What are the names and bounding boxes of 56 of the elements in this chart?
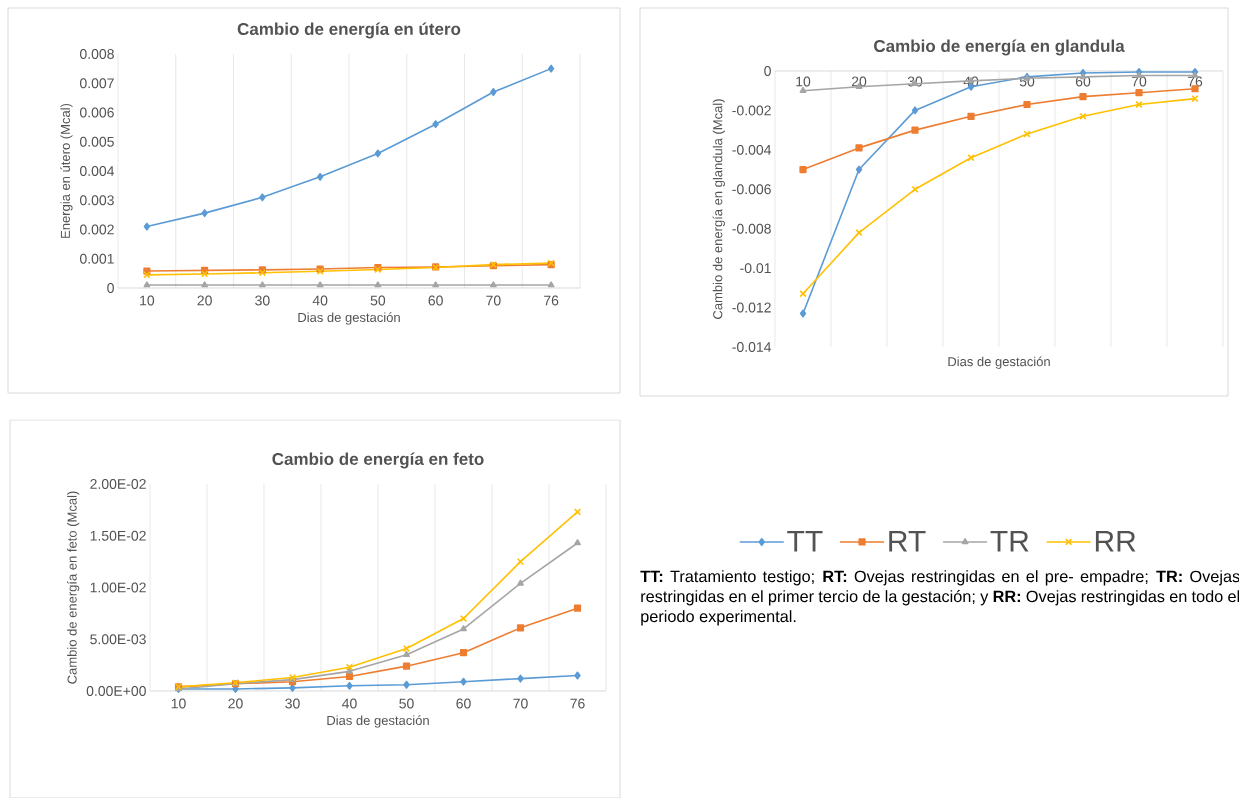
y-tick-label: -0.006: [732, 184, 771, 195]
chart-title: Cambio de energía en feto: [272, 452, 484, 469]
y-axis-title: Cambio de energía en glandula (Mcal): [712, 99, 725, 319]
x-tick-label: 70: [513, 698, 528, 709]
x-tick-label: 10: [171, 698, 186, 709]
x-axis-title: Dias de gestación: [298, 312, 400, 325]
y-tick-label: 0.003: [79, 195, 114, 206]
x-tick-label: 60: [456, 698, 471, 709]
x-tick-label: 76: [1187, 76, 1203, 87]
y-tick-label: 0.005: [79, 136, 114, 147]
y-tick-label: 0.001: [79, 253, 114, 264]
x-tick-label: 40: [312, 295, 328, 306]
y-tick-label: -0.01: [740, 263, 771, 274]
y-tick-label: 0.002: [79, 224, 114, 235]
legend-label: TR: [990, 530, 1029, 552]
text: TT: Tratamiento testigo; RT: Ovejas restringidas en el pre- empadre; TR: Ovejas restringidas en el primer tercio de la gestación; y RR: Ovejas restringidas en todo el periodo experimental.: [640, 570, 1239, 626]
x-tick-label: 50: [370, 295, 386, 306]
y-tick-label: 2.00E-02: [90, 479, 146, 489]
x-tick-label: 50: [399, 698, 414, 709]
y-axis-title: Energia en útero (Mcal): [60, 103, 73, 238]
x-tick-label: 20: [197, 295, 212, 306]
y-tick-label: -0.004: [732, 144, 772, 155]
x-tick-label: 60: [428, 295, 443, 306]
y-tick-label: 0.004: [79, 166, 115, 176]
x-tick-label: 70: [486, 295, 501, 306]
x-axis-title: Dias de gestación: [948, 356, 1050, 369]
x-tick-label: 20: [228, 698, 243, 709]
y-tick-label: -0.014: [732, 342, 772, 352]
x-tick-label: 76: [544, 295, 559, 306]
y-tick-label: 0.007: [79, 78, 114, 89]
y-tick-label: -0.012: [732, 302, 771, 313]
y-tick-label: 0.008: [79, 49, 114, 59]
x-tick-label: 70: [1131, 76, 1147, 87]
y-tick-label: -0.002: [732, 105, 771, 116]
chart-title: Cambio de energía en glandula: [874, 39, 1125, 56]
y-tick-label: 0: [764, 66, 771, 76]
chart-title: Cambio de energía en útero: [237, 22, 461, 39]
legend-label: RT: [889, 530, 926, 552]
y-tick-label: 0.00E+00: [86, 686, 146, 696]
x-tick-label: 30: [255, 295, 270, 306]
x-tick-label: 20: [851, 76, 867, 87]
x-tick-label: 76: [570, 698, 585, 709]
legend-label: TT: [787, 530, 823, 552]
x-tick-label: 30: [285, 698, 300, 709]
y-tick-label: 0: [107, 283, 114, 293]
y-tick-label: 1.00E-02: [90, 582, 146, 593]
x-tick-label: 10: [796, 76, 811, 87]
y-tick-label: -0.008: [732, 223, 771, 234]
y-tick-label: 1.50E-02: [90, 530, 146, 541]
y-tick-label: 5.00E-03: [90, 634, 146, 645]
x-tick-label: 40: [342, 698, 357, 709]
legend-label: RR: [1095, 530, 1136, 552]
y-axis-title: Cambio de energía en feto (Mcal): [67, 491, 80, 684]
x-tick-label: 10: [140, 295, 155, 306]
x-axis-title: Dias de gestación: [327, 715, 429, 728]
y-tick-label: 0.006: [79, 107, 114, 118]
